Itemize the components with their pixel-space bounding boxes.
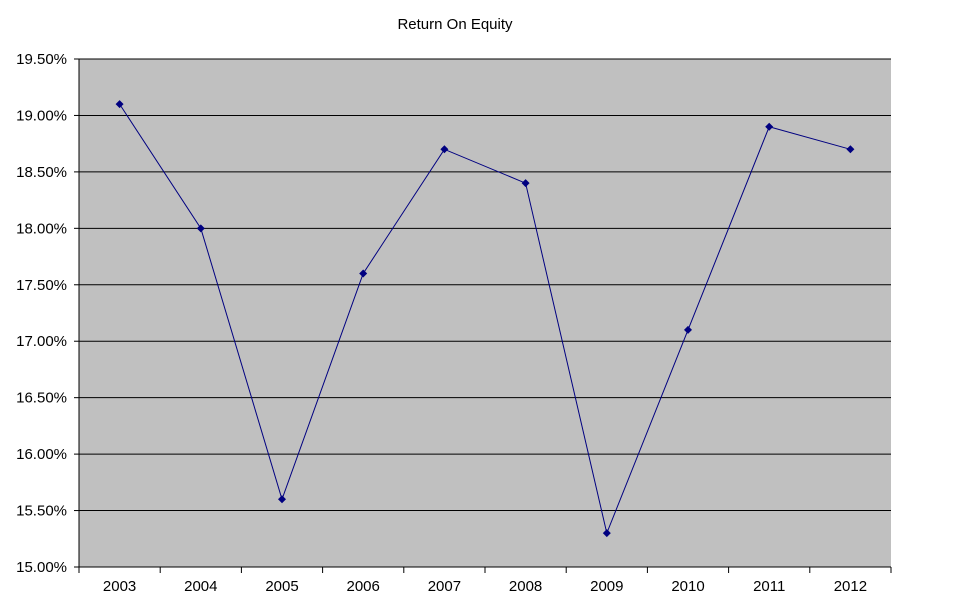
- x-tick-label: 2012: [834, 578, 867, 595]
- data-point-marker: [359, 269, 368, 278]
- plot-area: [79, 59, 891, 567]
- y-tick-label: 16.00%: [16, 446, 67, 463]
- data-point-marker: [440, 145, 449, 154]
- data-point-marker: [765, 122, 774, 131]
- x-axis-tick-labels: 2003 2004 2005 2006 2007 2008 2009 2010 2011 2012: [78, 567, 892, 595]
- x-tick-label: 2003: [103, 578, 136, 595]
- y-tick-label: 17.50%: [16, 277, 67, 294]
- x-tick-label: 2004: [184, 578, 217, 595]
- data-point-marker: [115, 100, 124, 109]
- x-tick-label: 2006: [347, 578, 380, 595]
- y-axis-tick-labels: 15.00% 15.50% 16.00% 16.50% 17.00% 17.50% 18.0…: [16, 51, 79, 576]
- y-tick-label: 18.00%: [16, 220, 67, 237]
- y-tick-label: 18.50%: [16, 164, 67, 181]
- x-tick-label: 2011: [753, 578, 785, 595]
- series-line: [119, 103, 851, 535]
- x-tick-label: 2009: [590, 578, 623, 595]
- data-point-marker: [521, 179, 530, 188]
- x-tick-label: 2007: [428, 578, 461, 595]
- series-roe: [115, 100, 855, 538]
- y-tick-label: 15.00%: [16, 559, 67, 576]
- data-point-marker: [278, 495, 286, 504]
- y-tick-label: 19.00%: [16, 107, 67, 124]
- data-point-marker: [602, 529, 611, 538]
- x-tick-label: 2010: [671, 578, 704, 595]
- x-tick-label: 2005: [265, 578, 298, 595]
- data-point-marker: [684, 325, 692, 334]
- y-tick-label: 16.50%: [16, 390, 67, 407]
- gridlines: [79, 58, 891, 512]
- chart-title: Return On Equity: [397, 16, 513, 33]
- y-tick-label: 17.00%: [16, 333, 67, 350]
- y-tick-label: 19.50%: [16, 51, 67, 68]
- x-tick-label: 2008: [509, 578, 542, 595]
- y-tick-label: 15.50%: [16, 503, 67, 520]
- data-point-marker: [846, 145, 855, 154]
- data-point-marker: [196, 224, 205, 233]
